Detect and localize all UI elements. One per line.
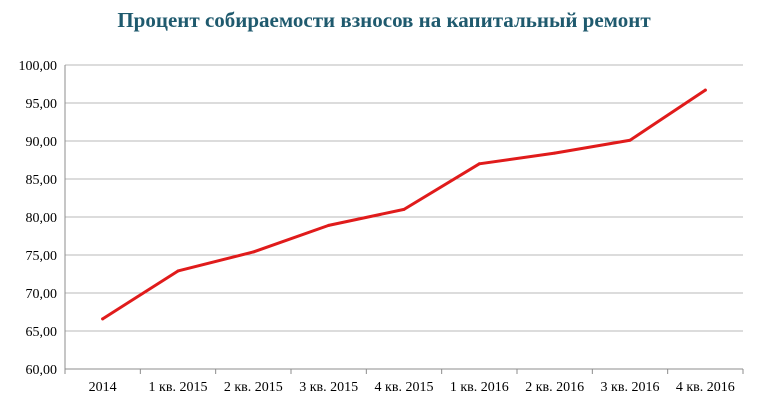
y-tick-label: 65,00 <box>26 325 58 340</box>
x-tick-label: 1 кв. 2016 <box>450 380 509 395</box>
data-point <box>628 138 632 142</box>
x-tick-label: 2014 <box>89 380 117 395</box>
series <box>101 88 707 321</box>
y-tick-label: 70,00 <box>26 287 58 302</box>
y-tick-label: 95,00 <box>26 97 58 112</box>
axes <box>64 65 744 374</box>
y-tick-label: 85,00 <box>26 173 58 188</box>
chart-title: Процент собираемости взносов на капиталь… <box>117 8 651 32</box>
x-tick-labels: 2014 1 кв. 2015 2 кв. 2015 3 кв. 2015 4 кв. … <box>89 380 735 395</box>
data-point <box>251 250 255 254</box>
x-tick-label: 3 кв. 2015 <box>299 380 358 395</box>
y-tick-label: 60,00 <box>26 363 58 378</box>
data-point <box>101 317 105 321</box>
gridlines <box>65 64 743 332</box>
data-point <box>477 162 481 166</box>
data-point <box>402 207 406 211</box>
y-tick-label: 100,00 <box>19 59 58 74</box>
x-tick-label: 2 кв. 2015 <box>224 380 283 395</box>
data-point <box>176 269 180 273</box>
x-tick-label: 2 кв. 2016 <box>525 380 584 395</box>
y-tick-label: 75,00 <box>26 249 58 264</box>
x-tick-label: 4 кв. 2015 <box>375 380 434 395</box>
x-tick-label: 1 кв. 2015 <box>149 380 208 395</box>
data-point <box>553 151 557 155</box>
series-line <box>101 88 707 321</box>
data-point <box>703 88 707 92</box>
y-tick-label: 90,00 <box>26 135 58 150</box>
x-tick-label: 3 кв. 2016 <box>601 380 660 395</box>
y-tick-label: 80,00 <box>26 211 58 226</box>
x-tick-label: 4 кв. 2016 <box>676 380 735 395</box>
data-point <box>327 223 331 227</box>
y-tick-labels: 60,00 65,00 70,00 75,00 80,00 85,00 90,00 95,00… <box>19 59 58 378</box>
